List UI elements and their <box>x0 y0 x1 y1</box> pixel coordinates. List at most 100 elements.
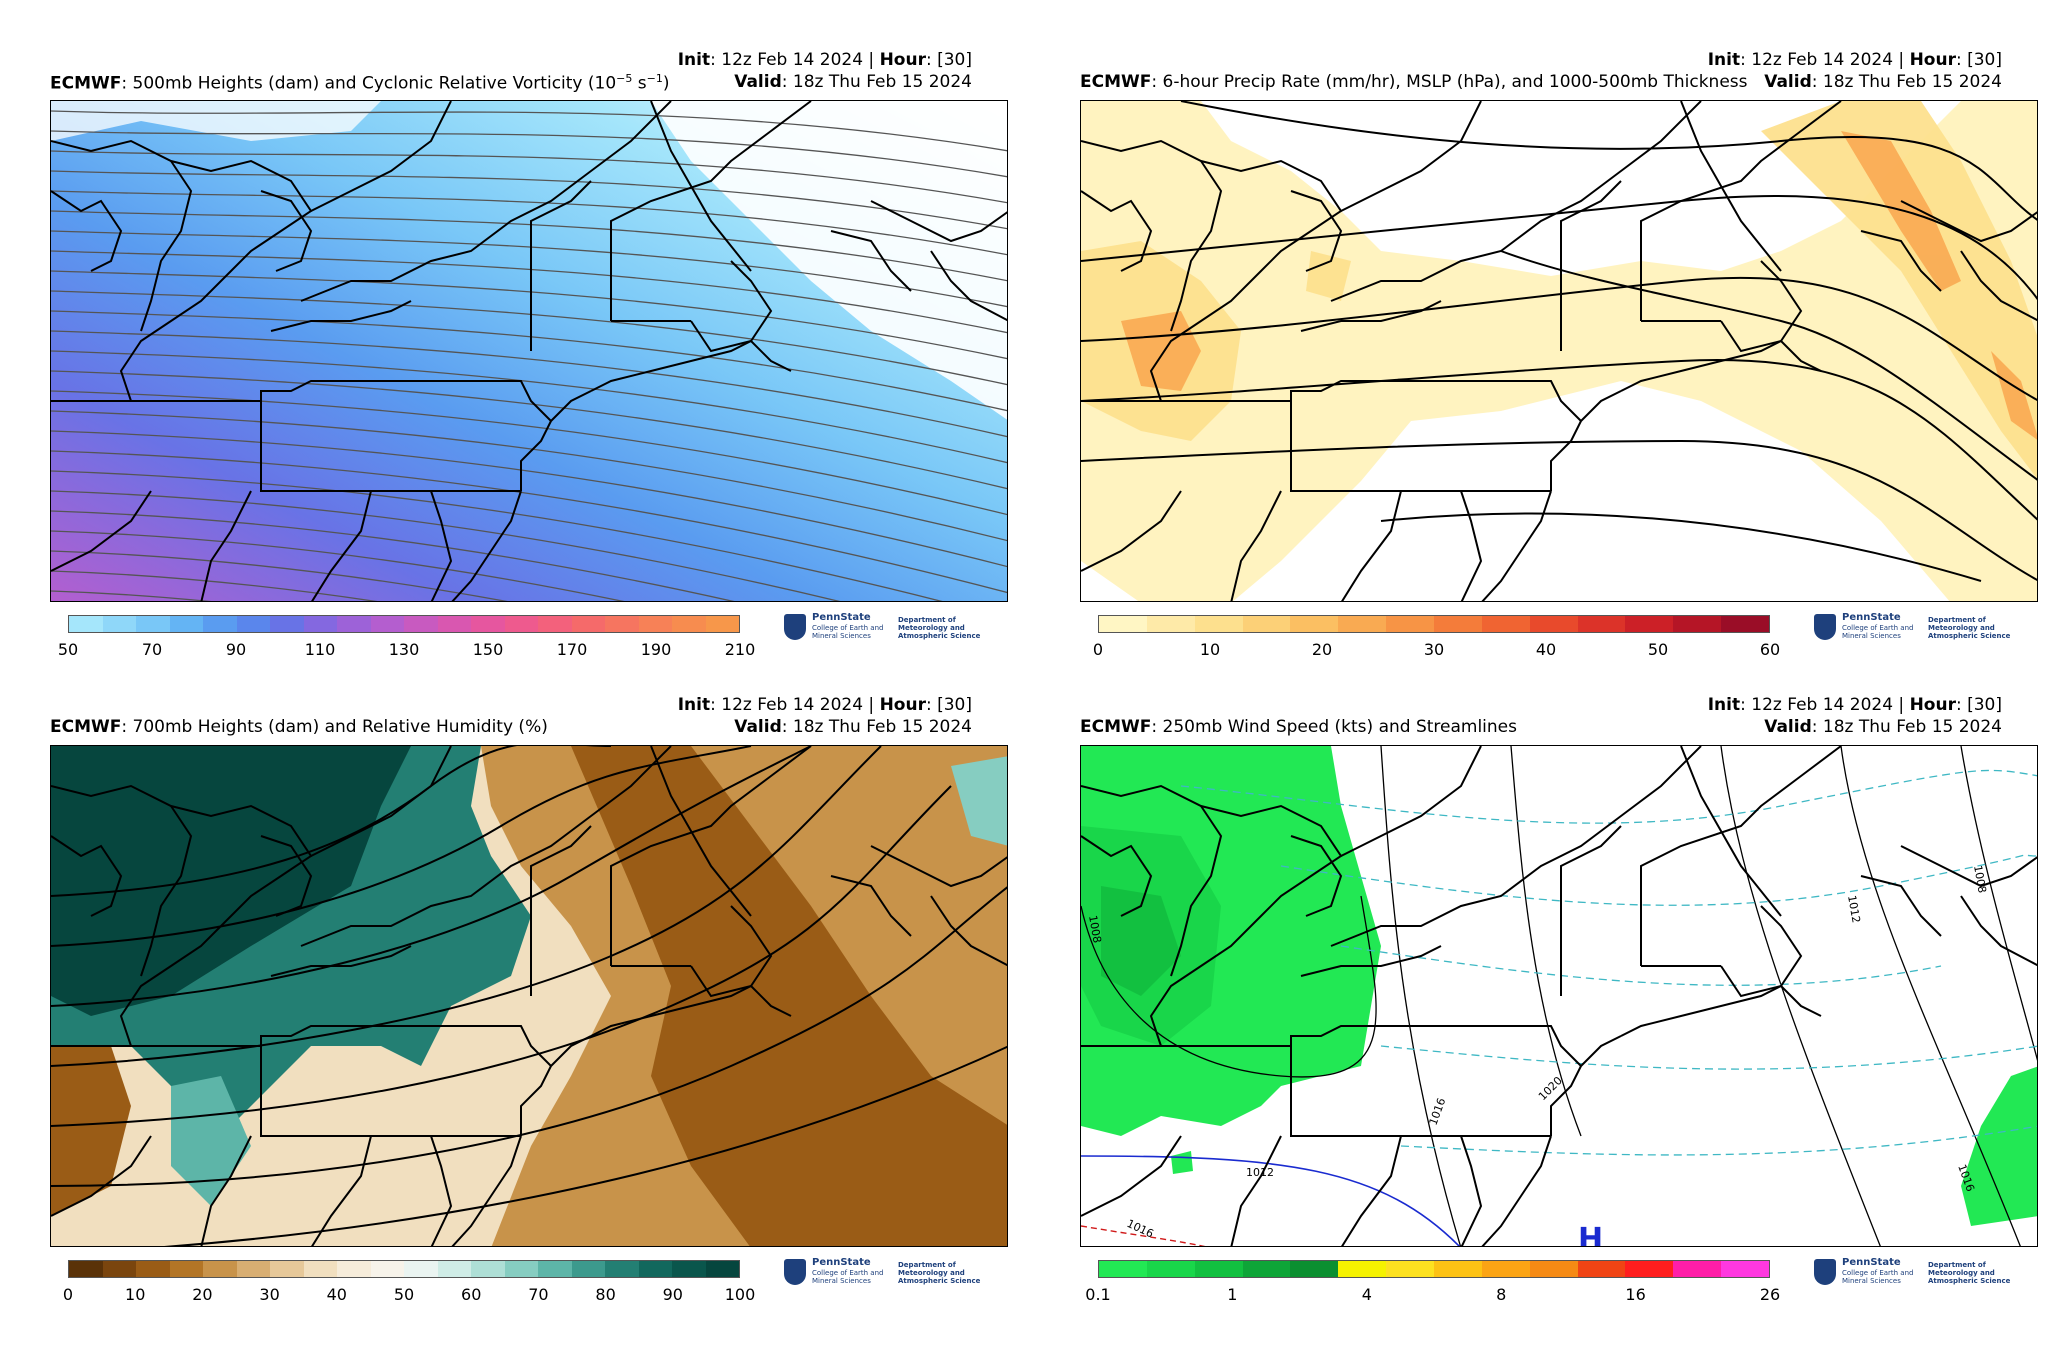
init-hour-line: Init: 12z Feb 14 2024 | Hour: [30] <box>1708 50 2002 70</box>
isoline <box>1380 512 1982 582</box>
map-boundary-line <box>260 1025 552 1067</box>
logo-name: PennState <box>1842 612 1901 623</box>
hour-label: Hour <box>879 695 926 715</box>
logo-subtitle: College of Earth and Mineral Sciences <box>812 624 884 640</box>
streamline <box>51 170 1007 230</box>
colorbar-tick-label: 50 <box>57 640 79 659</box>
isobar-line <box>1081 895 1377 1078</box>
isobar-line <box>1081 1155 1461 1246</box>
colorbar-swatch <box>203 616 237 632</box>
colorbar-tick-label: 30 <box>259 1285 280 1304</box>
height-contour <box>51 785 952 1127</box>
colorbar-swatch <box>1529 1261 1578 1277</box>
hour-label: Hour <box>879 50 926 70</box>
map-boundary-line <box>1780 985 1822 1017</box>
map-boundary-line <box>1640 101 1842 321</box>
map-boundary-line <box>520 390 592 491</box>
map-boundary-line <box>311 1135 372 1246</box>
isobar-label: 1008 <box>1971 864 1989 894</box>
map-boundary-line <box>1680 746 1782 917</box>
precip-map <box>1081 101 2037 601</box>
colorbar-swatch <box>638 616 672 632</box>
map-boundary-line <box>1081 190 1153 272</box>
colorbar-swatch <box>337 616 371 632</box>
map-boundary-line <box>930 895 1007 967</box>
map-boundary-line <box>1560 825 1622 996</box>
colorbar-tick-label: 20 <box>1311 640 1333 659</box>
colorbar-swatch <box>1146 1261 1195 1277</box>
model-name: ECMWF <box>1080 717 1152 737</box>
colorbar-tick-label: 70 <box>528 1285 549 1304</box>
init-value: : 12z Feb 14 2024 | <box>710 50 880 70</box>
map-boundary-line <box>1290 1025 1582 1067</box>
pennstate-logo: PennState College of Earth and Mineral S… <box>780 1257 990 1291</box>
map-boundary-line <box>1900 845 2037 888</box>
hour-value: : [30] <box>925 695 972 715</box>
isobar-line <box>1960 746 2037 1061</box>
colorbar-tick-label: 90 <box>662 1285 683 1304</box>
isoline <box>1081 359 2037 521</box>
map-boundary-line <box>310 746 452 857</box>
rh-dry-areas <box>51 746 1007 1246</box>
map-boundary-line <box>1170 160 1223 332</box>
isobar-line <box>1380 1045 2037 1070</box>
no-vorticity-region-north <box>51 101 381 141</box>
streamline <box>51 290 1007 386</box>
height-contour <box>51 746 882 1067</box>
map-boundary-line <box>51 190 123 272</box>
colorbar-swatch <box>102 616 136 632</box>
isobar-line <box>1081 1225 1206 1246</box>
map-boundary-line <box>51 1045 521 1137</box>
logo-department: Department of Meteorology and Atmospheri… <box>1928 616 2011 640</box>
map-boundary-line <box>270 945 412 977</box>
isoline <box>1180 101 2037 221</box>
map-boundary-line <box>1230 1135 1282 1246</box>
map-boundary-line <box>1550 390 1622 491</box>
colorbar-swatch <box>1194 1261 1243 1277</box>
colorbar-swatch <box>1338 616 1387 632</box>
init-label: Init <box>677 695 711 715</box>
height-contour <box>51 886 1007 1187</box>
map-boundary-line <box>430 490 453 601</box>
map-boundary-line <box>451 490 522 601</box>
colorbar-swatch <box>1242 1261 1291 1277</box>
colorbar-swatch <box>672 1261 706 1277</box>
colorbar-swatch <box>1529 616 1578 632</box>
colorbar-tick-label: 130 <box>388 640 420 659</box>
title-text: : 6-hour Precip Rate (mm/hr), MSLP (hPa)… <box>1151 72 1748 92</box>
map-boundary-line <box>870 845 1007 888</box>
model-name: ECMWF <box>50 73 122 94</box>
high-pressure-marker: H <box>1578 1222 1603 1247</box>
colorbar-swatch <box>303 1261 337 1277</box>
streamline <box>51 350 1007 464</box>
isobar-line <box>1380 746 1462 1246</box>
colorbar-swatch <box>102 1261 136 1277</box>
colorbar-swatch <box>203 1261 237 1277</box>
map-boundary-line <box>1640 746 1842 966</box>
map-boundary-line <box>690 260 773 353</box>
map-boundary-line <box>200 490 252 601</box>
isobar-label: 1012 <box>1246 1166 1274 1179</box>
map-boundary-line <box>1460 490 1483 601</box>
colorbar-swatch <box>1099 1261 1147 1277</box>
coastline-borders <box>51 746 1007 1246</box>
valid-value: : 18z Thu Feb 15 2024 <box>781 72 972 92</box>
title-text: : 250mb Wind Speed (kts) and Streamlines <box>1151 717 1517 737</box>
colorbar-tick-label: 16 <box>1625 1285 1646 1304</box>
streamline <box>51 130 1007 178</box>
colorbar-tick-label: 170 <box>556 640 588 659</box>
map-title: ECMWF: 700mb Heights (dam) and Relative … <box>50 717 548 737</box>
colorbar-tick-label: 100 <box>724 1285 756 1304</box>
streamline <box>51 250 1007 334</box>
shield-icon <box>784 614 806 640</box>
coastline-borders <box>1081 746 2037 1246</box>
colorbar-tick-label: 90 <box>225 640 247 659</box>
map-boundary-line <box>1860 230 1942 292</box>
hour-value: : [30] <box>1955 50 2002 70</box>
colorbar-swatch <box>136 1261 170 1277</box>
map-boundary-line <box>140 160 193 332</box>
colorbar-swatch <box>1242 616 1291 632</box>
map-boundary-line <box>1330 746 1702 947</box>
map-boundary-line <box>1860 875 1942 937</box>
